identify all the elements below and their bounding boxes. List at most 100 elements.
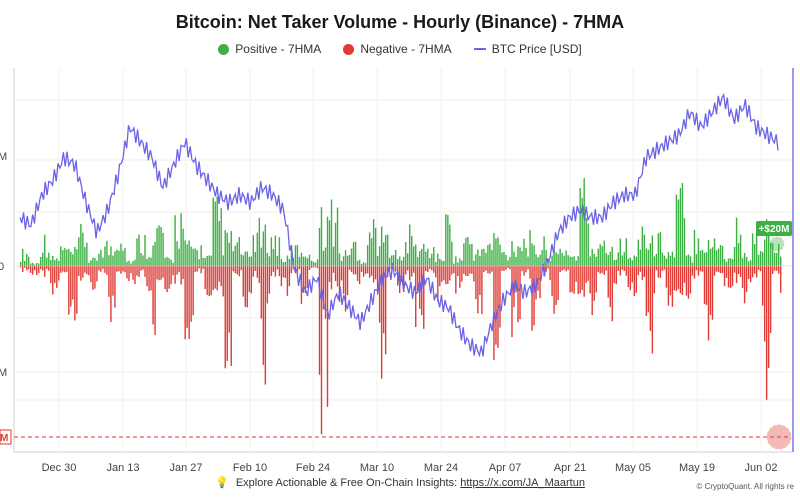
- negative-bar: [200, 266, 202, 274]
- positive-bar: [66, 249, 68, 266]
- positive-bar: [34, 264, 36, 266]
- positive-bar: [72, 254, 74, 266]
- positive-bar: [344, 250, 347, 266]
- negative-bar: [116, 266, 118, 272]
- positive-bar: [431, 253, 433, 266]
- negative-bar: [306, 266, 309, 289]
- x-tick-label: Jan 27: [169, 462, 202, 474]
- negative-bar: [138, 266, 140, 277]
- positive-bar: [122, 250, 124, 266]
- negative-bar: [38, 266, 40, 274]
- positive-bar: [617, 252, 619, 266]
- positive-bar: [709, 248, 712, 266]
- credit-text: © CryptoQuant. All rights re: [696, 482, 795, 491]
- negative-bar: [707, 266, 710, 341]
- positive-bar: [655, 253, 658, 266]
- positive-bar: [521, 251, 523, 266]
- positive-bar: [745, 256, 748, 266]
- negative-bar: [747, 266, 750, 280]
- positive-bar: [511, 241, 513, 266]
- positive-bar: [407, 253, 409, 266]
- positive-bar: [140, 252, 142, 266]
- positive-bar: [210, 255, 212, 266]
- positive-bar: [160, 227, 162, 266]
- legend-item-positive[interactable]: Positive - 7HMA: [218, 42, 321, 56]
- positive-bar: [697, 238, 700, 266]
- negative-bar: [358, 266, 361, 285]
- positive-bar: [621, 255, 623, 266]
- positive-bar: [234, 245, 236, 266]
- negative-bar: [639, 266, 642, 272]
- negative-bar: [374, 266, 377, 280]
- positive-bar: [50, 259, 52, 266]
- positive-bar: [98, 253, 100, 266]
- positive-bar: [471, 243, 473, 266]
- positive-bar: [771, 243, 774, 266]
- positive-bar: [569, 256, 571, 266]
- positive-bar: [759, 251, 762, 266]
- negative-bar: [523, 266, 525, 276]
- negative-bar: [302, 266, 305, 293]
- btc-price-line: [19, 92, 779, 358]
- positive-bar: [705, 252, 708, 266]
- negative-bar: [210, 266, 212, 296]
- negative-bar: [757, 266, 760, 270]
- positive-bar: [525, 247, 527, 266]
- negative-bar: [679, 266, 682, 294]
- negative-bar: [346, 266, 349, 296]
- positive-bar: [106, 240, 108, 266]
- positive-bar: [300, 252, 303, 266]
- negative-bar: [84, 266, 86, 273]
- positive-bar: [703, 252, 706, 266]
- positive-bar: [587, 223, 589, 266]
- footer-link[interactable]: https://x.com/JA_Maartun: [460, 477, 585, 489]
- positive-bar: [254, 251, 257, 266]
- positive-bar: [298, 256, 301, 266]
- positive-bar: [441, 260, 443, 266]
- positive-bar: [368, 232, 371, 266]
- negative-bar: [609, 266, 611, 307]
- negative-bar: [86, 266, 88, 275]
- negative-bar: [142, 266, 144, 270]
- negative-bar: [298, 266, 301, 270]
- positive-bar: [581, 197, 583, 266]
- negative-bar: [256, 266, 259, 278]
- negative-bar: [126, 266, 128, 279]
- negative-bar: [697, 266, 700, 276]
- negative-bar: [527, 266, 529, 270]
- positive-bar: [96, 260, 98, 266]
- negative-bar: [419, 266, 421, 309]
- negative-bar: [106, 266, 108, 275]
- positive-bar: [439, 258, 441, 266]
- positive-bar: [204, 257, 206, 266]
- positive-bar: [481, 249, 483, 266]
- legend-item-price[interactable]: BTC Price [USD]: [473, 42, 582, 56]
- negative-bar: [549, 266, 551, 280]
- positive-bar: [685, 255, 688, 266]
- x-tick-label: Apr 21: [554, 462, 586, 474]
- negative-bar: [583, 266, 585, 297]
- positive-bar: [92, 257, 94, 266]
- positive-bar: [639, 249, 642, 266]
- negative-bar: [382, 266, 385, 334]
- negative-bar: [465, 266, 467, 276]
- negative-bar: [513, 266, 515, 308]
- positive-bar: [537, 257, 539, 266]
- positive-bar: [86, 242, 88, 266]
- negative-bar: [108, 266, 110, 297]
- negative-bar: [531, 266, 533, 331]
- positive-bar: [693, 229, 696, 266]
- negative-bar: [192, 266, 194, 316]
- positive-bar: [599, 244, 601, 266]
- positive-bar: [358, 259, 361, 266]
- negative-bar: [336, 266, 339, 287]
- positive-bar: [729, 258, 732, 266]
- positive-bar: [30, 263, 32, 266]
- positive-bar: [80, 224, 82, 266]
- negative-bar: [547, 266, 549, 269]
- legend-item-negative[interactable]: Negative - 7HMA: [343, 42, 452, 56]
- positive-bar: [671, 251, 674, 266]
- positive-bar: [585, 217, 587, 266]
- negative-bar: [413, 266, 415, 273]
- positive-bar: [721, 245, 724, 266]
